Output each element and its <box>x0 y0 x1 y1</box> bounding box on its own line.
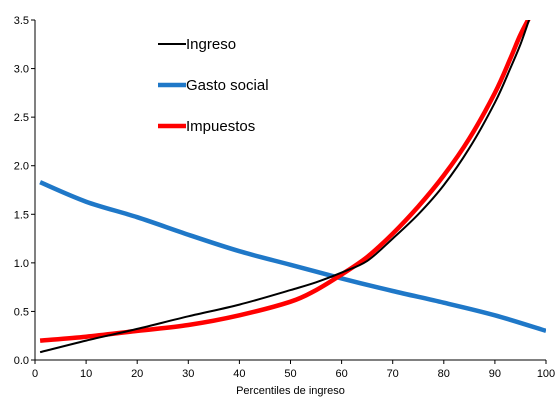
axes <box>31 19 547 364</box>
x-tick-label: 90 <box>489 368 501 380</box>
x-tick-label: 10 <box>80 368 92 380</box>
x-tick-label: 50 <box>284 368 296 380</box>
x-tick-label: 70 <box>387 368 399 380</box>
x-tick-label: 0 <box>32 368 38 380</box>
x-tick-label: 40 <box>233 368 245 380</box>
legend-label: Impuestos <box>186 118 255 135</box>
x-axis-title: Percentiles de ingreso <box>236 385 345 397</box>
tick-labels: 0.0 0.5 1.0 1.5 2.0 2.5 3.0 3.5 0 10 20 30 40 50 60 70 8… <box>14 15 555 380</box>
y-tick-label: 0.0 <box>14 355 29 367</box>
y-tick-label: 1.5 <box>14 209 29 221</box>
y-tick-label: 0.5 <box>14 306 29 318</box>
series-lines <box>39 20 546 354</box>
y-tick-label: 3.5 <box>14 15 29 27</box>
legend: Ingreso Gasto social Impuestos <box>158 36 269 135</box>
x-tick-label: 20 <box>131 368 143 380</box>
series-line-ingreso <box>39 20 531 354</box>
y-tick-label: 2.0 <box>14 161 29 173</box>
legend-label: Gasto social <box>186 77 269 94</box>
y-tick-label: 3.0 <box>14 64 29 76</box>
x-tick-label: 80 <box>438 368 450 380</box>
x-tick-label: 30 <box>182 368 194 380</box>
y-tick-label: 1.0 <box>14 258 29 270</box>
x-tick-label: 100 <box>537 368 555 380</box>
legend-label: Ingreso <box>186 36 236 53</box>
y-tick-label: 2.5 <box>14 112 29 124</box>
x-tick-label: 60 <box>335 368 347 380</box>
series-line-impuestos <box>39 20 531 343</box>
series-line-gasto-social <box>39 180 546 334</box>
